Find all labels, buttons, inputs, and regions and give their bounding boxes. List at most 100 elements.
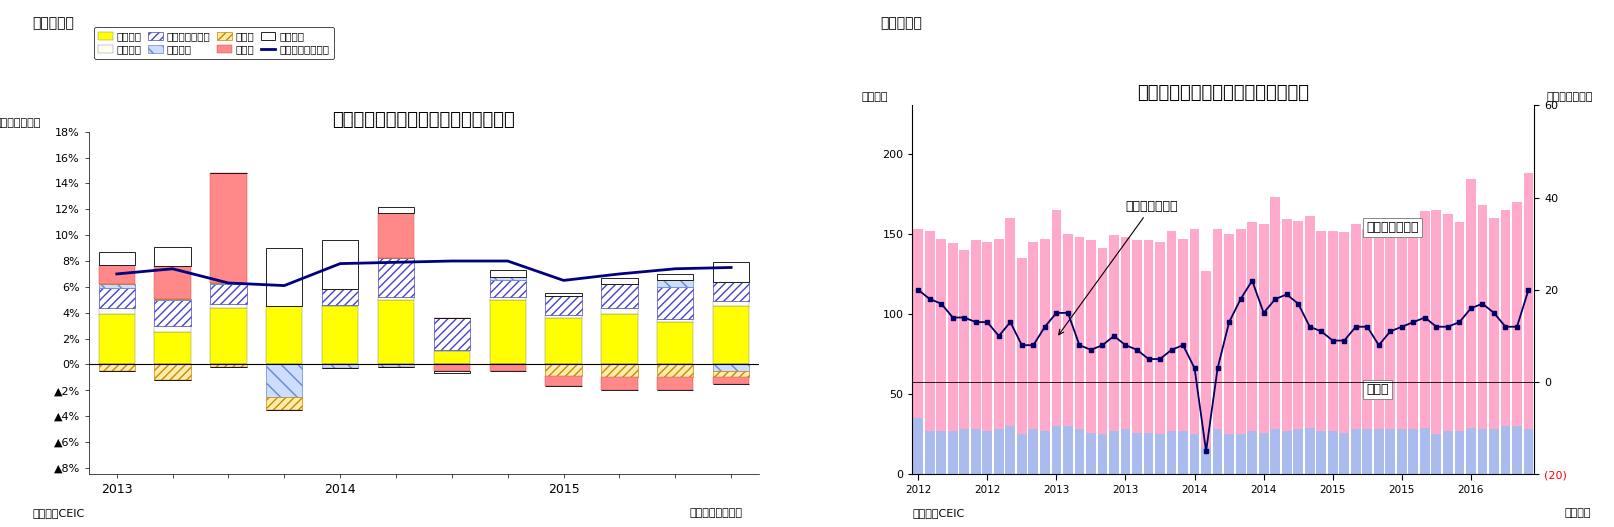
Bar xyxy=(1154,242,1164,434)
Bar xyxy=(489,365,526,371)
Bar xyxy=(155,332,190,365)
Bar xyxy=(1315,230,1325,431)
Bar xyxy=(1511,426,1520,474)
Bar xyxy=(1488,218,1498,430)
Bar xyxy=(1419,428,1428,474)
Bar xyxy=(914,229,923,418)
Bar xyxy=(546,376,581,386)
Bar xyxy=(1454,431,1464,474)
Bar xyxy=(1085,433,1096,474)
Bar xyxy=(657,319,692,322)
Bar xyxy=(1385,430,1394,474)
Bar xyxy=(1154,434,1164,474)
Bar xyxy=(657,280,692,287)
Bar xyxy=(1051,210,1060,426)
Bar xyxy=(1028,242,1038,430)
Bar xyxy=(1178,431,1188,474)
Bar xyxy=(1488,430,1498,474)
Bar xyxy=(1120,430,1130,474)
Bar xyxy=(981,431,991,474)
Bar xyxy=(1212,430,1222,474)
Bar xyxy=(1098,248,1107,434)
Bar xyxy=(1362,229,1372,430)
Bar xyxy=(1477,205,1486,430)
Bar xyxy=(947,431,957,474)
Bar xyxy=(210,308,247,365)
Bar xyxy=(266,397,302,409)
Bar xyxy=(1039,239,1049,431)
Bar xyxy=(657,365,692,377)
Text: （年度・四半期）: （年度・四半期） xyxy=(689,509,742,519)
Bar xyxy=(1385,229,1394,430)
Bar xyxy=(712,365,749,371)
Text: （前年比，％）: （前年比，％） xyxy=(1546,92,1591,102)
Bar xyxy=(98,365,136,371)
Bar xyxy=(98,308,136,314)
Bar xyxy=(1190,229,1199,434)
Bar xyxy=(947,243,957,431)
Bar xyxy=(959,430,968,474)
Bar xyxy=(1293,221,1302,430)
Bar xyxy=(378,300,413,365)
Bar xyxy=(489,277,526,280)
Text: 伸び率（右軸）: 伸び率（右軸） xyxy=(1059,200,1177,335)
Text: （図表２）: （図表２） xyxy=(880,16,922,30)
Bar xyxy=(98,288,136,308)
Bar xyxy=(378,207,413,213)
Bar xyxy=(210,365,247,367)
Bar xyxy=(266,306,302,365)
Bar xyxy=(1396,221,1406,430)
Bar xyxy=(981,242,991,431)
Bar xyxy=(1028,430,1038,474)
Bar xyxy=(321,289,358,305)
Bar xyxy=(1201,270,1210,447)
Bar xyxy=(489,300,526,365)
Bar xyxy=(1006,218,1015,426)
Bar xyxy=(1246,222,1256,431)
Bar xyxy=(98,314,136,365)
Bar xyxy=(1051,426,1060,474)
Bar xyxy=(1257,224,1267,433)
Bar xyxy=(1270,197,1280,430)
Text: 四輪車: 四輪車 xyxy=(1365,383,1388,396)
Bar xyxy=(1522,173,1532,430)
Bar xyxy=(925,431,935,474)
Bar xyxy=(1062,233,1072,426)
Bar xyxy=(489,297,526,300)
Bar xyxy=(266,248,302,306)
Bar xyxy=(1349,430,1361,474)
Bar xyxy=(1466,428,1475,474)
Bar xyxy=(321,305,358,306)
Bar xyxy=(1441,431,1453,474)
Bar xyxy=(1017,258,1027,434)
Bar xyxy=(1131,433,1141,474)
Bar xyxy=(1212,229,1222,430)
Bar xyxy=(712,301,749,306)
Bar xyxy=(546,318,581,365)
Bar xyxy=(600,314,638,365)
Bar xyxy=(993,430,1004,474)
Bar xyxy=(1257,433,1267,474)
Bar xyxy=(1362,430,1372,474)
Bar xyxy=(1430,434,1440,474)
Title: インドの実質ＧＤＰ成長率（需要側）: インドの実質ＧＤＰ成長率（需要側） xyxy=(332,111,515,129)
Bar xyxy=(600,365,638,377)
Bar xyxy=(1499,210,1509,426)
Bar xyxy=(712,306,749,365)
Bar xyxy=(657,287,692,319)
Bar xyxy=(1349,224,1361,430)
Bar xyxy=(1338,433,1348,474)
Bar xyxy=(155,266,190,298)
Bar xyxy=(1246,431,1256,474)
Bar xyxy=(1165,230,1175,431)
Bar xyxy=(657,377,692,391)
Bar xyxy=(98,284,136,288)
Bar xyxy=(1073,430,1083,474)
Bar xyxy=(210,284,247,304)
Bar xyxy=(1006,426,1015,474)
Bar xyxy=(546,315,581,318)
Bar xyxy=(1178,239,1188,431)
Bar xyxy=(1419,211,1428,428)
Bar xyxy=(1327,431,1336,474)
Bar xyxy=(155,326,190,332)
